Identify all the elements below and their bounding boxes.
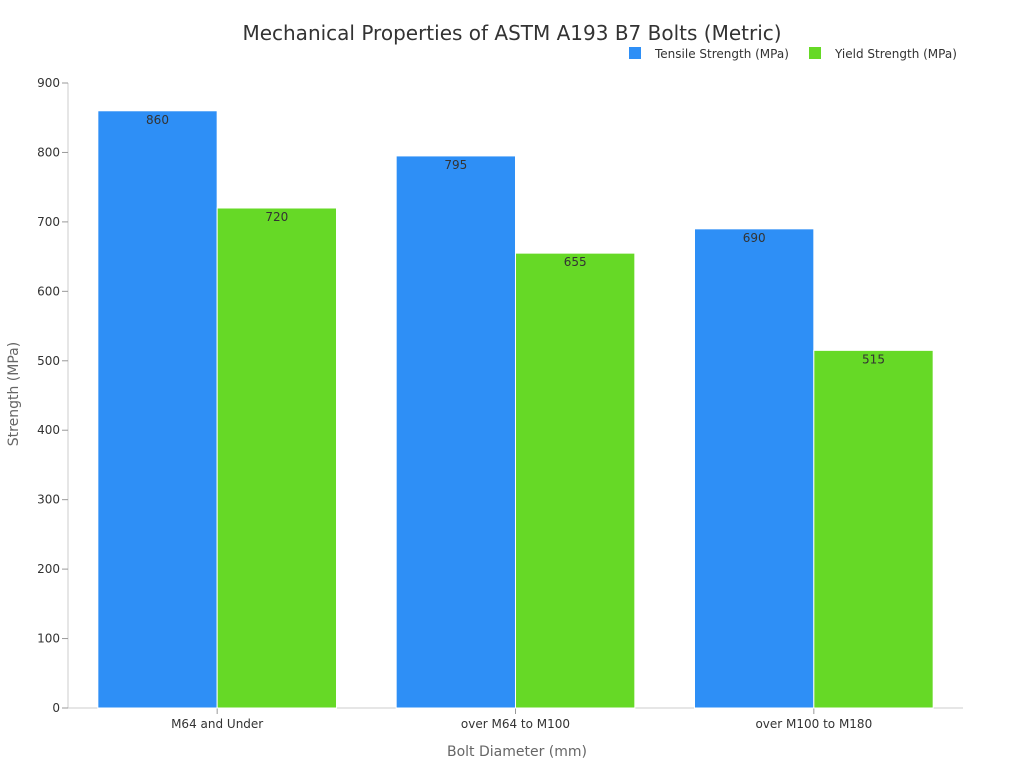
- y-tick-label: 900: [37, 76, 60, 90]
- y-tick-label: 500: [37, 354, 60, 368]
- bar-value-label: 795: [444, 158, 467, 172]
- y-axis: 0 100 200 300 400 500 600 700 800 900: [37, 76, 69, 715]
- y-tick-label: 800: [37, 145, 60, 159]
- y-tick-label: 300: [37, 493, 60, 507]
- y-axis-title: Strength (MPa): [6, 342, 22, 446]
- y-tick-label: 400: [37, 423, 60, 437]
- bars: [97, 110, 934, 709]
- bar-value-label: 690: [743, 231, 766, 245]
- data-labels: 860 720 795 655 690 515: [146, 113, 885, 367]
- x-tick-label: over M64 to M100: [461, 717, 570, 731]
- bar-tensile: [97, 110, 218, 709]
- bar-yield: [813, 349, 934, 709]
- bar-value-label: 860: [146, 113, 169, 127]
- bar-yield: [515, 252, 636, 709]
- bar-tensile: [694, 228, 815, 709]
- x-tick-label: over M100 to M180: [755, 717, 872, 731]
- y-tick-label: 100: [37, 632, 60, 646]
- y-tick-label: 200: [37, 562, 60, 576]
- bar-tensile: [395, 155, 516, 709]
- bar-value-label: 655: [564, 255, 587, 269]
- legend-swatch-yield: [809, 47, 821, 59]
- x-tick-label: M64 and Under: [171, 717, 263, 731]
- bar-value-label: 515: [862, 352, 885, 366]
- y-tick-label: 600: [37, 284, 60, 298]
- legend-label-yield: Yield Strength (MPa): [834, 47, 957, 61]
- x-axis-title: Bolt Diameter (mm): [447, 744, 587, 760]
- bar-yield: [216, 207, 338, 709]
- y-tick-label: 700: [37, 215, 60, 229]
- bar-value-label: 720: [265, 210, 288, 224]
- x-axis: M64 and Under over M64 to M100 over M100 t…: [68, 707, 963, 731]
- legend: Tensile Strength (MPa) Yield Strength (MP…: [629, 47, 957, 61]
- legend-label-tensile: Tensile Strength (MPa): [654, 47, 789, 61]
- chart-title: Mechanical Properties of ASTM A193 B7 Bo…: [242, 21, 781, 45]
- y-tick-label: 0: [52, 701, 60, 715]
- legend-swatch-tensile: [629, 47, 641, 59]
